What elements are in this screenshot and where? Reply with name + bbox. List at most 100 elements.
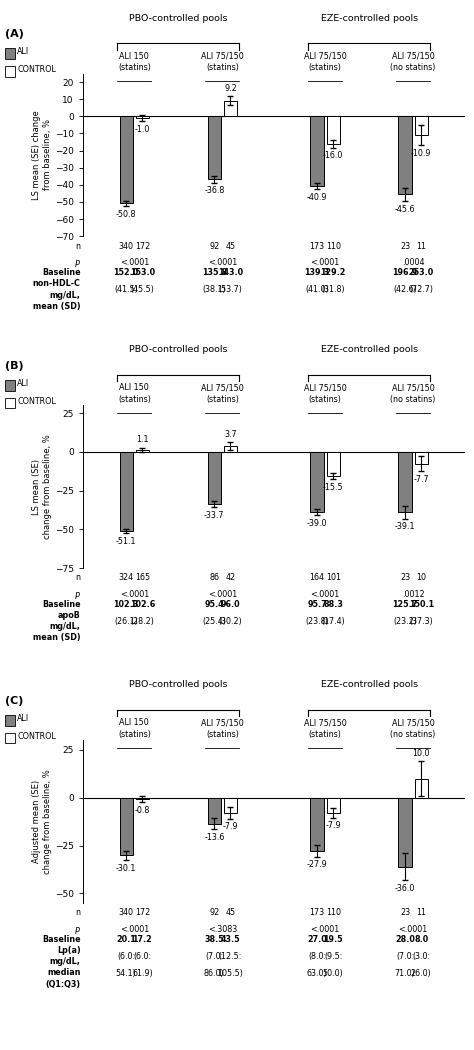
Text: (41.5): (41.5)	[114, 286, 138, 294]
Text: 11: 11	[416, 242, 426, 251]
Text: PBO-controlled pools: PBO-controlled pools	[129, 680, 228, 690]
Text: <.0001: <.0001	[310, 590, 340, 600]
Text: 110: 110	[326, 908, 341, 918]
Text: 38.5: 38.5	[204, 936, 224, 944]
Text: 150.1: 150.1	[409, 601, 434, 609]
Bar	[119, 452, 133, 531]
Bar	[310, 117, 324, 187]
Text: (17.4): (17.4)	[321, 617, 345, 626]
Text: <.0001: <.0001	[310, 258, 340, 268]
Text: 45: 45	[225, 242, 236, 251]
Text: Baseline
non-HDL-C
mg/dL,
mean (SD): Baseline non-HDL-C mg/dL, mean (SD)	[33, 269, 81, 311]
Text: 125.7: 125.7	[392, 601, 418, 609]
Text: n: n	[75, 573, 81, 583]
Text: 11: 11	[416, 908, 426, 918]
Bar	[224, 798, 237, 813]
Bar	[415, 778, 428, 798]
Text: 164: 164	[310, 573, 325, 583]
Text: 253.0: 253.0	[409, 269, 434, 277]
Bar	[415, 452, 428, 464]
Bar	[399, 117, 412, 194]
Text: 45: 45	[225, 908, 236, 918]
Text: Baseline
Lp(a)
mg/dL,
median
(Q1:Q3): Baseline Lp(a) mg/dL, median (Q1:Q3)	[42, 936, 81, 988]
Text: .0012: .0012	[402, 590, 425, 600]
Text: -7.9: -7.9	[223, 822, 238, 832]
Text: (53.7): (53.7)	[219, 286, 242, 294]
Text: (37.3): (37.3)	[410, 617, 433, 626]
Text: 95.4: 95.4	[204, 601, 224, 609]
Text: $P$: $P$	[74, 258, 81, 269]
Text: -0.8: -0.8	[135, 805, 150, 815]
Text: <.0001: <.0001	[120, 590, 149, 600]
Text: ALI 75/150
(statins): ALI 75/150 (statins)	[201, 718, 244, 738]
Text: 28.0: 28.0	[395, 936, 415, 944]
Text: 196.9: 196.9	[392, 269, 418, 277]
Text: 96.0: 96.0	[220, 601, 240, 609]
Text: 86: 86	[210, 573, 219, 583]
Text: 42: 42	[225, 573, 236, 583]
Bar	[136, 798, 149, 799]
Text: <.3083: <.3083	[208, 925, 237, 934]
Text: <.0001: <.0001	[208, 258, 237, 268]
Text: 110: 110	[326, 242, 341, 251]
Text: (42.6): (42.6)	[393, 286, 417, 294]
Text: (23.2): (23.2)	[393, 617, 417, 626]
Text: 10.0: 10.0	[412, 749, 430, 758]
Text: (A): (A)	[5, 29, 24, 40]
Bar	[208, 452, 221, 504]
Text: -7.9: -7.9	[325, 821, 341, 831]
Text: n: n	[75, 242, 81, 251]
Text: 17.2: 17.2	[133, 936, 152, 944]
Bar	[208, 798, 221, 824]
Text: 27.0: 27.0	[307, 936, 327, 944]
Bar	[208, 117, 221, 180]
Bar	[310, 452, 324, 512]
Bar	[119, 117, 133, 204]
Text: (31.8): (31.8)	[321, 286, 345, 294]
Text: 23: 23	[400, 908, 410, 918]
Text: <.0001: <.0001	[120, 925, 149, 934]
Text: (3.0:: (3.0:	[412, 952, 430, 961]
Text: 10: 10	[416, 573, 426, 583]
Text: ALI 150
(statins): ALI 150 (statins)	[118, 383, 151, 403]
Text: ALI 75/150
(statins): ALI 75/150 (statins)	[201, 51, 244, 71]
Text: (C): (C)	[5, 696, 23, 707]
Text: (8.0:: (8.0:	[308, 952, 326, 961]
Text: -36.0: -36.0	[395, 884, 415, 892]
Y-axis label: Adjusted mean (SE)
change from baseline, %: Adjusted mean (SE) change from baseline,…	[32, 770, 52, 874]
Text: 19.5: 19.5	[323, 936, 343, 944]
Text: (72.7): (72.7)	[409, 286, 433, 294]
Text: (38.1): (38.1)	[202, 286, 226, 294]
Text: 8.0: 8.0	[414, 936, 428, 944]
Text: ALI 150
(statins): ALI 150 (statins)	[118, 718, 151, 738]
Bar	[327, 452, 340, 476]
Text: 23: 23	[400, 242, 410, 251]
Text: <.0001: <.0001	[120, 258, 149, 268]
Text: 129.2: 129.2	[320, 269, 346, 277]
Bar	[224, 446, 237, 452]
Text: CONTROL: CONTROL	[17, 397, 56, 405]
Text: (7.0:: (7.0:	[396, 952, 414, 961]
Bar	[327, 798, 340, 813]
Text: (45.5): (45.5)	[130, 286, 155, 294]
Text: ALI: ALI	[17, 379, 29, 387]
Text: ALI 75/150
(no statins): ALI 75/150 (no statins)	[391, 383, 436, 403]
Text: 95.7: 95.7	[307, 601, 327, 609]
Text: (25.4): (25.4)	[202, 617, 226, 626]
Text: 61.9): 61.9)	[132, 969, 153, 978]
Text: 165: 165	[135, 573, 150, 583]
Text: (6.0:: (6.0:	[117, 952, 135, 961]
Text: 340: 340	[119, 908, 134, 918]
Text: .0004: .0004	[402, 258, 424, 268]
Text: -51.1: -51.1	[116, 537, 137, 546]
Text: -39.1: -39.1	[395, 522, 415, 531]
Text: 152.0: 152.0	[114, 269, 139, 277]
Text: ALI 75/150
(statins): ALI 75/150 (statins)	[201, 383, 244, 403]
Text: 86.0): 86.0)	[204, 969, 225, 978]
Text: -10.9: -10.9	[411, 149, 431, 158]
Text: (6.0:: (6.0:	[133, 952, 152, 961]
Y-axis label: LS mean (SE) change
from baseline, %: LS mean (SE) change from baseline, %	[32, 110, 52, 200]
Text: 88.3: 88.3	[323, 601, 343, 609]
Text: (23.8): (23.8)	[305, 617, 329, 626]
Text: (12.5:: (12.5:	[219, 952, 242, 961]
